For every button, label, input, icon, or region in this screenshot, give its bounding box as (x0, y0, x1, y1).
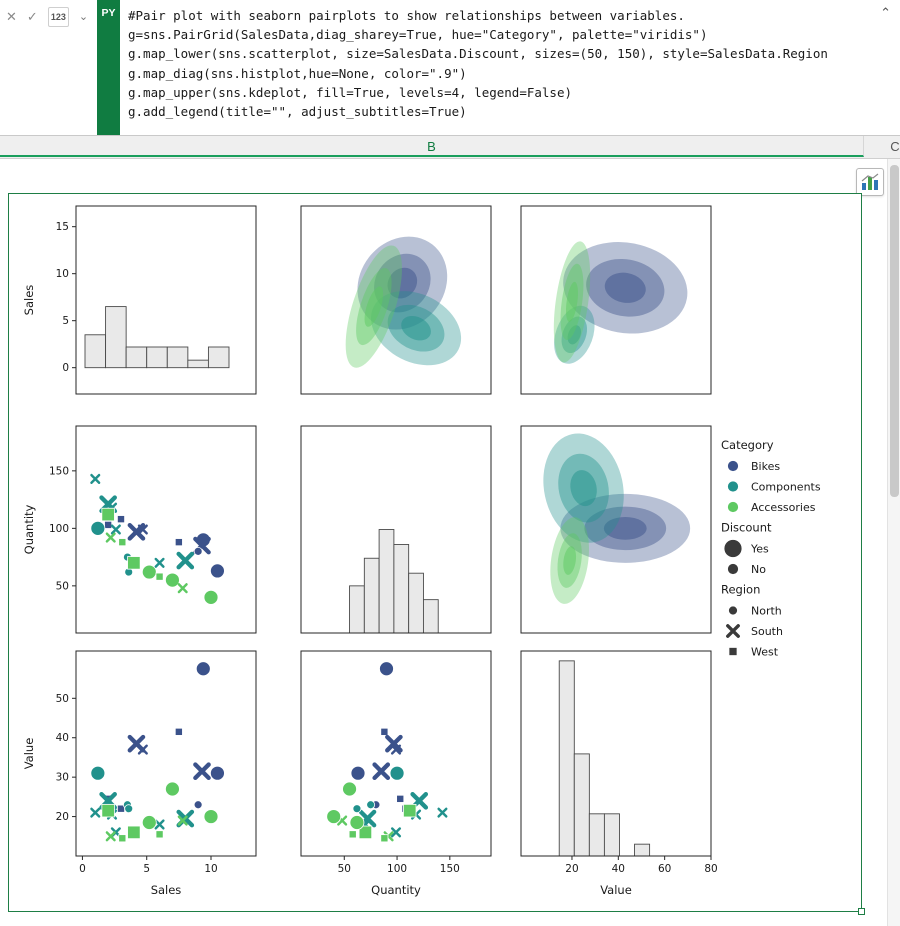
enter-icon[interactable]: ✓ (26, 9, 38, 24)
svg-text:Accessories: Accessories (751, 501, 816, 514)
chevron-down-icon[interactable]: ⌄ (78, 11, 89, 23)
kde-panel-r1c2 (345, 236, 462, 368)
histogram-value (558, 660, 651, 857)
legend-item: West (728, 646, 779, 659)
svg-text:West: West (751, 646, 779, 659)
subplot-r2c0 (75, 650, 257, 857)
kde-panel-r1c3 (553, 241, 688, 364)
legend-section-title: Discount (721, 521, 772, 535)
pairplot-svg: 0 5 10 50 100 150 20 40 60 80 0 5 10 15 50 100 150 20 30 40… (22, 205, 821, 897)
svg-text:South: South (751, 625, 783, 638)
svg-text:50: 50 (56, 693, 69, 705)
vertical-scrollbar[interactable] (887, 159, 900, 926)
subplot-r2c1 (300, 650, 492, 857)
scrollbar-thumb[interactable] (890, 165, 899, 497)
svg-text:0: 0 (79, 863, 86, 875)
svg-text:20: 20 (565, 863, 578, 875)
legend-section-title: Region (721, 583, 760, 597)
svg-text:80: 80 (704, 863, 717, 875)
scatter-r2c0 (90, 661, 225, 843)
scatter-r2c1 (326, 661, 448, 843)
svg-text:5: 5 (62, 315, 69, 327)
svg-text:100: 100 (387, 863, 407, 875)
legend-item: Bikes (727, 460, 780, 473)
legend-item: South (726, 624, 783, 638)
scatter-r1c0 (90, 473, 225, 605)
chart-object[interactable]: 0 5 10 50 100 150 20 40 60 80 0 5 10 15 50 100 150 20 30 40… (8, 193, 865, 915)
mini-chart-icon (861, 173, 879, 190)
svg-text:40: 40 (612, 863, 625, 875)
legend-section-title: Category (721, 438, 774, 452)
legend-item: Components (727, 481, 821, 494)
subplot-r2c2 (520, 650, 712, 857)
svg-text:50: 50 (56, 580, 69, 592)
code-line: #Pair plot with seaborn pairplots to sho… (128, 8, 685, 23)
chart-resize-handle[interactable] (858, 908, 865, 915)
svg-text:North: North (751, 605, 782, 618)
subplot-r1c1 (300, 425, 492, 634)
svg-text:150: 150 (440, 863, 460, 875)
svg-text:15: 15 (56, 221, 69, 233)
legend-item: Yes (723, 539, 769, 558)
histogram-sales (84, 306, 230, 369)
chart-quick-action-button[interactable] (856, 168, 884, 196)
code-line: g.add_legend(title="", adjust_subtitles=… (128, 104, 467, 120)
column-header-c[interactable]: C (890, 139, 900, 154)
sheet-canvas[interactable]: 0 5 10 50 100 150 20 40 60 80 0 5 10 15 50 100 150 20 30 40… (0, 159, 900, 926)
svg-text:40: 40 (56, 732, 69, 744)
y-axis-title: Value (22, 738, 36, 770)
svg-text:30: 30 (56, 772, 69, 784)
svg-text:150: 150 (49, 465, 69, 477)
svg-text:Bikes: Bikes (751, 460, 780, 473)
legend-item: North (728, 605, 782, 618)
legend-item: Accessories (727, 501, 816, 514)
code-line: g=sns.PairGrid(SalesData,diag_sharey=Tru… (128, 27, 708, 43)
collapse-formula-bar-icon[interactable]: ⌃ (880, 5, 891, 20)
svg-text:Yes: Yes (750, 543, 769, 556)
svg-text:50: 50 (338, 863, 351, 875)
y-axis-title: Quantity (22, 504, 36, 554)
svg-text:5: 5 (143, 863, 150, 875)
formula-code-editor[interactable]: #Pair plot with seaborn pairplots to sho… (128, 6, 870, 121)
cancel-icon[interactable]: ✕ (6, 9, 17, 24)
column-header-row: B C (0, 136, 900, 159)
svg-text:100: 100 (49, 523, 69, 535)
histogram-quantity (349, 529, 439, 634)
column-header-b[interactable]: B (0, 136, 864, 157)
subplot-r1c2 (520, 425, 712, 634)
python-language-badge: PY (97, 0, 120, 135)
svg-text:10: 10 (204, 863, 217, 875)
code-line: g.map_lower(sns.scatterplot, size=SalesD… (128, 46, 828, 62)
formula-bar: ✕ ✓ 123 ⌄ PY #Pair plot with seaborn pai… (0, 0, 900, 136)
legend-item: No (727, 563, 766, 576)
code-line: g.map_upper(sns.kdeplot, fill=True, leve… (128, 84, 573, 100)
svg-text:10: 10 (56, 268, 69, 280)
subplot-r0c1 (300, 205, 492, 395)
svg-text:60: 60 (658, 863, 671, 875)
svg-text:No: No (751, 563, 766, 576)
code-line: g.map_diag(sns.histplot,hue=None, color=… (128, 65, 467, 81)
subplot-r1c0 (75, 425, 257, 634)
svg-text:Components: Components (751, 481, 821, 494)
kde-panel-r2c3 (543, 433, 691, 604)
x-axis-title: Sales (151, 883, 182, 897)
subplot-r0c0 (75, 205, 257, 395)
x-axis-title: Value (600, 883, 632, 897)
subplot-r0c2 (520, 205, 712, 395)
y-axis-title: Sales (22, 285, 36, 316)
formula-bar-buttons: ✕ ✓ 123 ⌄ (6, 7, 88, 27)
svg-text:20: 20 (56, 811, 69, 823)
svg-text:0: 0 (62, 362, 69, 374)
insert-values-icon[interactable]: 123 (47, 7, 69, 27)
x-axis-title: Quantity (371, 883, 421, 897)
